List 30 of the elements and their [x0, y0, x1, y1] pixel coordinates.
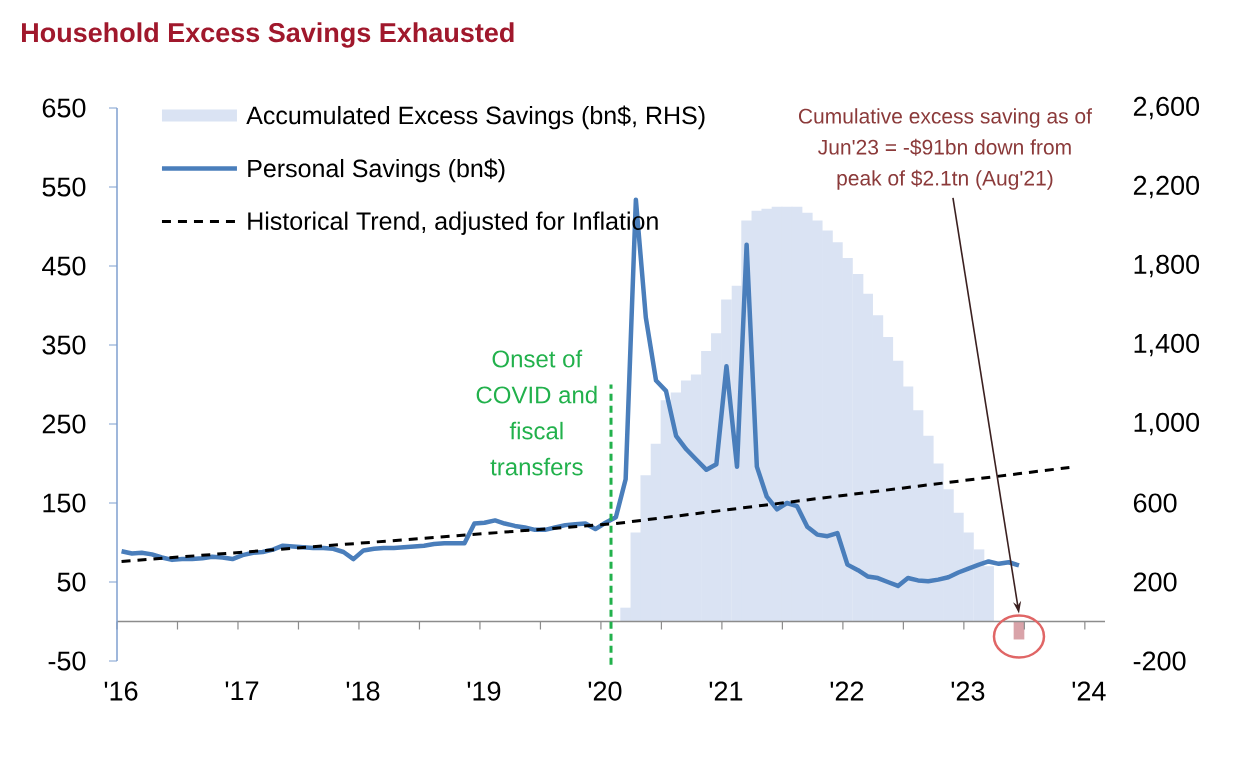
- y-tick-label: 550: [42, 177, 86, 197]
- y2-tick-label: 1,400: [1134, 333, 1200, 357]
- legend-label: Personal Savings (bn$): [248, 158, 505, 183]
- x-tick-label: '23: [951, 681, 985, 701]
- x-tick-label: '16: [104, 681, 138, 701]
- x-tick-label: '18: [346, 681, 380, 701]
- y-tick-label: 650: [42, 98, 86, 118]
- y2-tick-label: -200: [1133, 651, 1186, 671]
- x-tick-label: '17: [225, 681, 259, 701]
- y-tick-label: 250: [42, 414, 86, 434]
- y2-tick-label: 1,000: [1134, 412, 1200, 436]
- chart-title: Household Excess Savings Exhausted: [22, 22, 514, 48]
- y2-tick-label: 2,600: [1133, 96, 1200, 120]
- ref-line-label: Onset of COVID and fiscal transfers: [476, 349, 597, 476]
- y-tick-label: 50: [57, 572, 86, 592]
- y2-tick-label: 200: [1133, 572, 1177, 592]
- x-tick-label: '22: [830, 681, 864, 701]
- y-tick-label: 450: [42, 256, 86, 276]
- y2-tick-label: 1,800: [1134, 254, 1200, 278]
- legend-label: Accumulated Excess Savings (bn$, RHS): [246, 105, 705, 130]
- y-tick-label: 150: [43, 493, 86, 513]
- y2-tick-label: 2,200: [1133, 175, 1200, 199]
- y2-tick-label: 600: [1133, 493, 1177, 513]
- x-tick-label: '21: [709, 681, 743, 701]
- annotation: Cumulative excess saving as of Jun'23 = -$91bn down from peak of $2.1tn (Aug'21): [798, 108, 1092, 190]
- x-tick-label: '19: [467, 681, 501, 701]
- x-tick-label: '20: [588, 681, 622, 701]
- x-tick-label: '24: [1072, 681, 1106, 701]
- y-tick-label: 350: [42, 335, 86, 355]
- y-tick-label: -50: [48, 651, 86, 671]
